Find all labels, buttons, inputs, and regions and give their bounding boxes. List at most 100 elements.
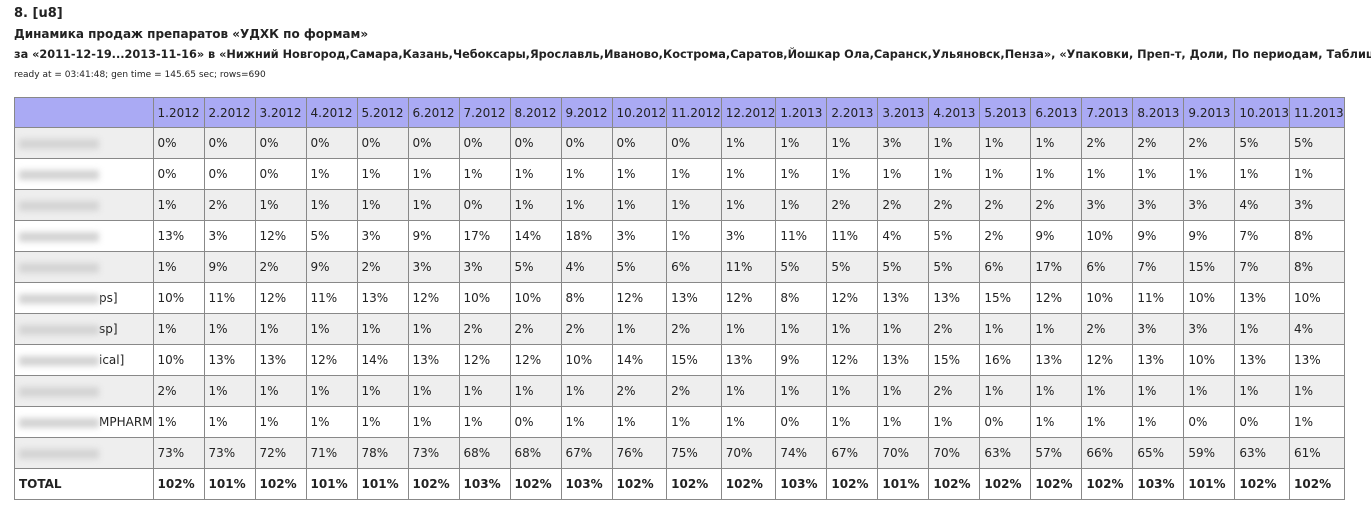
row-label-text: MPHARM	[99, 415, 153, 429]
cell: 2%	[666, 375, 722, 407]
cell: 10%	[458, 282, 511, 314]
cell: 12%	[407, 282, 460, 314]
cell: 1%	[560, 158, 613, 190]
cell: 12%	[720, 282, 777, 314]
table-row: ps] 10% 11% 12% 11% 13% 12% 10% 10% 8% 12% 13% 12% 8%…	[14, 282, 1345, 314]
cell: 67%	[560, 437, 613, 469]
cell: 103%	[775, 468, 828, 500]
cell: 1%	[1234, 375, 1291, 407]
cell: 67%	[826, 437, 879, 469]
cell: 15%	[928, 344, 981, 376]
cell: 13%	[356, 282, 409, 314]
cell: 1%	[407, 189, 460, 221]
cell: 1%	[826, 127, 879, 159]
cell: 101%	[203, 468, 256, 500]
cell: 1%	[666, 189, 722, 221]
cell: 1%	[775, 158, 828, 190]
cell: 10%	[1183, 282, 1236, 314]
cell: 2%	[1183, 127, 1236, 159]
cell: 1%	[1132, 158, 1185, 190]
cell: 2%	[1081, 127, 1134, 159]
cell: 3%	[407, 251, 460, 283]
cell: 10%	[1183, 344, 1236, 376]
blurred-label	[19, 355, 99, 366]
cell: 70%	[928, 437, 981, 469]
cell: 1%	[1030, 406, 1083, 438]
cell: 1%	[611, 406, 668, 438]
cell: 1%	[928, 406, 981, 438]
cell: 3%	[1132, 313, 1185, 345]
cell: 1%	[356, 406, 409, 438]
column-header: 2.2012	[203, 97, 256, 128]
cell: 14%	[356, 344, 409, 376]
cell: 2%	[1132, 127, 1185, 159]
cell: 1%	[826, 313, 879, 345]
cell: 2%	[928, 313, 981, 345]
cell: 11%	[720, 251, 777, 283]
cell: 3%	[1132, 189, 1185, 221]
cell: 1%	[509, 158, 562, 190]
cell: 12%	[254, 282, 307, 314]
cell: 12%	[458, 344, 511, 376]
cell: 4%	[1234, 189, 1291, 221]
cell: 2%	[560, 313, 613, 345]
cell: 103%	[560, 468, 613, 500]
cell: 101%	[1183, 468, 1236, 500]
column-header: 11.2012	[666, 97, 722, 128]
corner-cell	[14, 97, 154, 128]
column-header: 1.2012	[152, 97, 205, 128]
cell: 11%	[1132, 282, 1185, 314]
cell: 1%	[1081, 375, 1134, 407]
cell: 101%	[305, 468, 358, 500]
cell: 0%	[458, 127, 511, 159]
cell: 66%	[1081, 437, 1134, 469]
report-subtitle: за «2011-12-19...2013-11-16» в «Нижний Н…	[14, 48, 1371, 61]
cell: 9%	[775, 344, 828, 376]
column-header: 7.2013	[1081, 97, 1134, 128]
cell: 3%	[877, 127, 930, 159]
cell: 3%	[1289, 189, 1345, 221]
cell: 1%	[1289, 158, 1345, 190]
cell: 61%	[1289, 437, 1345, 469]
cell: 13%	[1234, 344, 1291, 376]
cell: 102%	[1081, 468, 1134, 500]
cell: 0%	[152, 158, 205, 190]
column-header: 6.2012	[407, 97, 460, 128]
cell: 1%	[1132, 375, 1185, 407]
cell: 102%	[979, 468, 1032, 500]
cell: 11%	[203, 282, 256, 314]
cell: 2%	[611, 375, 668, 407]
cell: 12%	[1030, 282, 1083, 314]
cell: 10%	[560, 344, 613, 376]
column-header: 10.2012	[611, 97, 668, 128]
row-label-text: ical]	[99, 353, 125, 367]
cell: 5%	[877, 251, 930, 283]
cell: 13%	[877, 344, 930, 376]
cell: 0%	[509, 406, 562, 438]
table-row: 1% 2% 1% 1% 1% 1% 0% 1% 1% 1% 1% 1% 1% 2% 2% 2% 2% 2% 3% 3%…	[14, 189, 1345, 221]
cell: 0%	[560, 127, 613, 159]
cell: 5%	[611, 251, 668, 283]
cell: 1%	[407, 406, 460, 438]
cell: 2%	[254, 251, 307, 283]
cell: 13%	[1289, 344, 1345, 376]
cell: 0%	[611, 127, 668, 159]
cell: 2%	[979, 220, 1032, 252]
blurred-label	[19, 138, 99, 149]
cell: 1%	[254, 313, 307, 345]
cell: 2%	[826, 189, 879, 221]
cell: 102%	[152, 468, 205, 500]
blurred-label	[19, 293, 99, 304]
cell: 11%	[775, 220, 828, 252]
cell: 1%	[305, 406, 358, 438]
blurred-label	[19, 262, 99, 273]
row-label	[14, 251, 154, 283]
cell: 73%	[203, 437, 256, 469]
cell: 10%	[1289, 282, 1345, 314]
cell: 68%	[509, 437, 562, 469]
cell: 4%	[560, 251, 613, 283]
cell: 1%	[720, 189, 777, 221]
cell: 7%	[1234, 220, 1291, 252]
cell: 13%	[720, 344, 777, 376]
cell: 70%	[720, 437, 777, 469]
